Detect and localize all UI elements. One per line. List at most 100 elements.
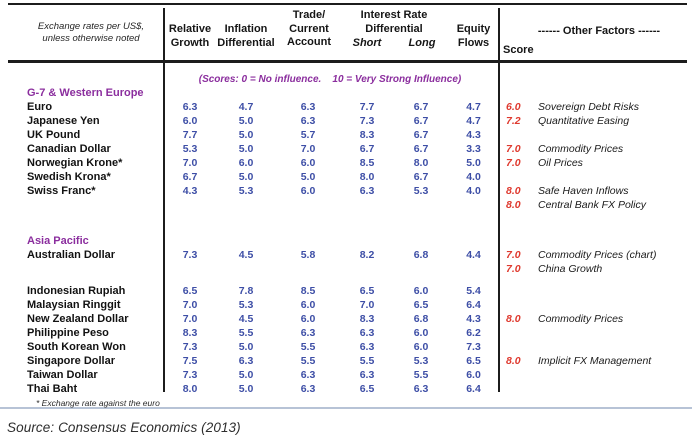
value-cell: 6.8: [413, 313, 429, 325]
value-cell: 8.3: [359, 129, 375, 141]
factor-cell: Implicit FX Management: [538, 355, 652, 367]
value-cell: 5.4: [466, 285, 481, 297]
currency-name-cell: South Korean Won: [27, 341, 126, 353]
score-cell: 8.0: [506, 199, 521, 211]
table-body: (Scores: 0 = No influence. 10 = Very Str…: [0, 72, 692, 410]
value-cell: 6.0: [300, 157, 316, 169]
column-header-text: Differential: [217, 36, 275, 49]
table-row: Canadian Dollar 5.3 5.0 7.0 6.7 6.7 3.3 …: [0, 142, 692, 156]
currency-name-cell: Philippine Peso: [27, 327, 109, 339]
value-cell: 6.8: [413, 249, 429, 261]
score-cell: 7.0: [506, 143, 521, 155]
table-row: Malaysian Ringgit 7.0 5.3 6.0 7.0 6.5 6.…: [0, 298, 692, 312]
currency-name-cell: Norwegian Krone*: [27, 157, 123, 169]
column-header-long: Long: [408, 37, 436, 49]
table-row: Singapore Dollar 7.5 6.3 5.5 5.5 5.3 6.5…: [0, 354, 692, 368]
column-header-text: Growth: [170, 36, 210, 49]
table-caption-line2: unless otherwise noted: [42, 32, 140, 44]
factor-cell: Commodity Prices (chart): [538, 249, 657, 261]
value-cell: 5.0: [238, 369, 254, 381]
value-cell: 7.0: [182, 313, 198, 325]
value-cell: 6.7: [413, 129, 429, 141]
value-cell: 6.3: [300, 369, 316, 381]
factor-cell: Quantitative Easing: [538, 115, 630, 127]
table-row: [0, 212, 692, 234]
score-cell: 6.0: [506, 101, 521, 113]
score-cell: 7.2: [506, 115, 521, 127]
currency-name-cell: Swedish Krona*: [27, 171, 111, 183]
table-row: (Scores: 0 = No influence. 10 = Very Str…: [0, 72, 692, 86]
factor-cell: Safe Haven Inflows: [538, 185, 629, 197]
value-cell: 5.0: [300, 171, 316, 183]
column-header-inflation-differential: Inflation Differential: [214, 23, 278, 50]
table-caption-line1: Exchange rates per US$,: [37, 21, 145, 32]
value-cell: 7.7: [182, 129, 198, 141]
currency-name-cell: Swiss Franc*: [27, 185, 96, 197]
value-cell: 8.0: [182, 383, 198, 395]
value-cell: 7.7: [359, 101, 375, 113]
value-cell: 6.0: [300, 185, 316, 197]
value-cell: 4.3: [466, 313, 481, 325]
table-row: Australian Dollar 7.3 4.5 5.8 8.2 6.8 4.…: [0, 248, 692, 262]
value-cell: 7.3: [182, 249, 198, 261]
table-row: 7.0 China Growth: [0, 262, 692, 276]
value-cell: 6.0: [413, 341, 429, 353]
value-cell: 6.3: [300, 383, 316, 395]
value-cell: 6.7: [413, 115, 429, 127]
value-cell: 5.0: [238, 171, 254, 183]
header-rule: [8, 60, 687, 63]
currency-name-cell: Taiwan Dollar: [27, 369, 98, 381]
value-cell: 5.7: [300, 129, 316, 141]
table-row: Swiss Franc* 4.3 5.3 6.0 6.3 5.3 4.0 8.0…: [0, 184, 692, 198]
factor-cell: China Growth: [538, 263, 603, 275]
value-cell: 4.5: [238, 313, 254, 325]
value-cell: 3.3: [466, 143, 481, 155]
value-cell: 6.5: [182, 285, 198, 297]
score-cell: 7.0: [506, 249, 521, 261]
value-cell: 6.0: [182, 115, 198, 127]
value-cell: 5.3: [238, 185, 254, 197]
value-cell: 6.0: [300, 299, 316, 311]
value-cell: 5.8: [300, 249, 316, 261]
value-cell: 5.0: [238, 383, 254, 395]
value-cell: 7.3: [182, 341, 198, 353]
value-cell: 6.3: [359, 185, 375, 197]
score-cell: 8.0: [506, 313, 521, 325]
column-header-text: Current: [289, 22, 329, 35]
column-header-text: Flows: [457, 36, 490, 49]
table-row: Euro 6.3 4.7 6.3 7.7 6.7 4.7 6.0 Soverei…: [0, 100, 692, 114]
value-cell: 5.5: [300, 355, 316, 367]
value-cell: 4.3: [182, 185, 198, 197]
column-divider-right: [498, 8, 500, 392]
value-cell: 6.3: [359, 369, 375, 381]
value-cell: 6.4: [466, 299, 481, 311]
value-cell: 5.5: [238, 327, 254, 339]
value-cell: 8.2: [359, 249, 375, 261]
value-cell: 6.3: [413, 383, 429, 395]
score-cell: 8.0: [506, 185, 521, 197]
value-cell: 4.4: [466, 249, 481, 261]
value-cell: 7.3: [182, 369, 198, 381]
currency-name-cell: Indonesian Rupiah: [27, 285, 126, 297]
note-text: (Scores: 0 = No influence. 10 = Very Str…: [198, 73, 462, 85]
value-cell: 5.0: [238, 143, 254, 155]
column-header-text: Differential: [365, 22, 423, 35]
table-row: New Zealand Dollar 7.0 4.5 6.0 8.3 6.8 4…: [0, 312, 692, 326]
value-cell: 4.0: [466, 185, 481, 197]
table-row: * Exchange rate against the euro: [0, 396, 692, 410]
score-cell: 7.0: [506, 157, 521, 169]
table-row: Norwegian Krone* 7.0 6.0 6.0 8.5 8.0 5.0…: [0, 156, 692, 170]
value-cell: 6.0: [300, 313, 316, 325]
value-cell: 8.0: [359, 171, 375, 183]
value-cell: 6.7: [413, 171, 429, 183]
value-cell: 6.7: [359, 143, 375, 155]
table-caption: Exchange rates per US$, unless otherwise…: [22, 21, 160, 44]
section-header: Asia Pacific: [27, 235, 89, 247]
footnote-text: * Exchange rate against the euro: [36, 398, 160, 408]
table-row: [0, 276, 692, 284]
value-cell: 5.3: [182, 143, 198, 155]
value-cell: 4.3: [466, 129, 481, 141]
column-header-interest-rate-differential: Interest Rate Differential: [340, 9, 448, 36]
score-cell: 8.0: [506, 355, 521, 367]
